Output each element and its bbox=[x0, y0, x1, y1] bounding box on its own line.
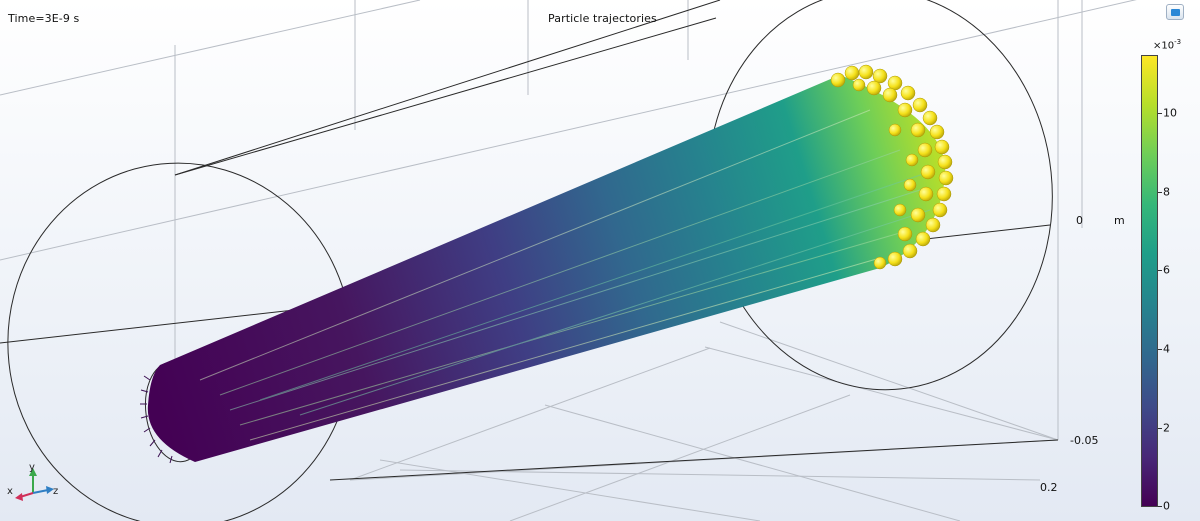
colorbar-tick-label: 8 bbox=[1163, 185, 1170, 199]
colorbar bbox=[1141, 55, 1158, 507]
triad-label-y: y bbox=[29, 462, 35, 473]
axis-unit-label: m bbox=[1114, 214, 1125, 227]
triad-label-x: x bbox=[7, 486, 13, 497]
triad-label-z: z bbox=[53, 486, 59, 497]
inlet-particles bbox=[140, 375, 173, 464]
colorbar-exponent: ×10-3 bbox=[1153, 38, 1181, 51]
plot-title: Particle trajectories bbox=[548, 12, 657, 25]
axis-tick-z: 0.2 bbox=[1040, 481, 1058, 494]
colorbar-tick-label: 10 bbox=[1163, 106, 1177, 120]
colorbar-tick-mark bbox=[1158, 506, 1162, 507]
colorbar-tick-mark bbox=[1158, 270, 1162, 271]
view-toggle-icon bbox=[1170, 8, 1180, 16]
view-toggle-button[interactable] bbox=[1166, 4, 1184, 20]
trajectory-streaks bbox=[199, 109, 936, 441]
colorbar-exponent-power: -3 bbox=[1174, 38, 1182, 46]
colorbar-exponent-base: ×10 bbox=[1153, 40, 1175, 52]
time-label: Time=3E-9 s bbox=[8, 12, 80, 25]
axis-tick-y-negative: -0.05 bbox=[1070, 434, 1099, 447]
colorbar-tick-label: 2 bbox=[1163, 421, 1170, 435]
colorbar-tick-mark bbox=[1158, 192, 1162, 193]
colorbar-tick-label: 6 bbox=[1163, 263, 1170, 277]
particle-beam bbox=[147, 75, 946, 462]
axis-tick-y-zero: 0 bbox=[1076, 214, 1083, 227]
colorbar-tick-label: 4 bbox=[1163, 342, 1170, 356]
colorbar-tick-mark bbox=[1158, 349, 1162, 350]
colorbar-tick-label: 0 bbox=[1163, 499, 1170, 513]
particle-front bbox=[830, 64, 954, 270]
axis-triad bbox=[15, 468, 54, 501]
colorbar-tick-mark bbox=[1158, 428, 1162, 429]
colorbar-tick-mark bbox=[1158, 113, 1162, 114]
